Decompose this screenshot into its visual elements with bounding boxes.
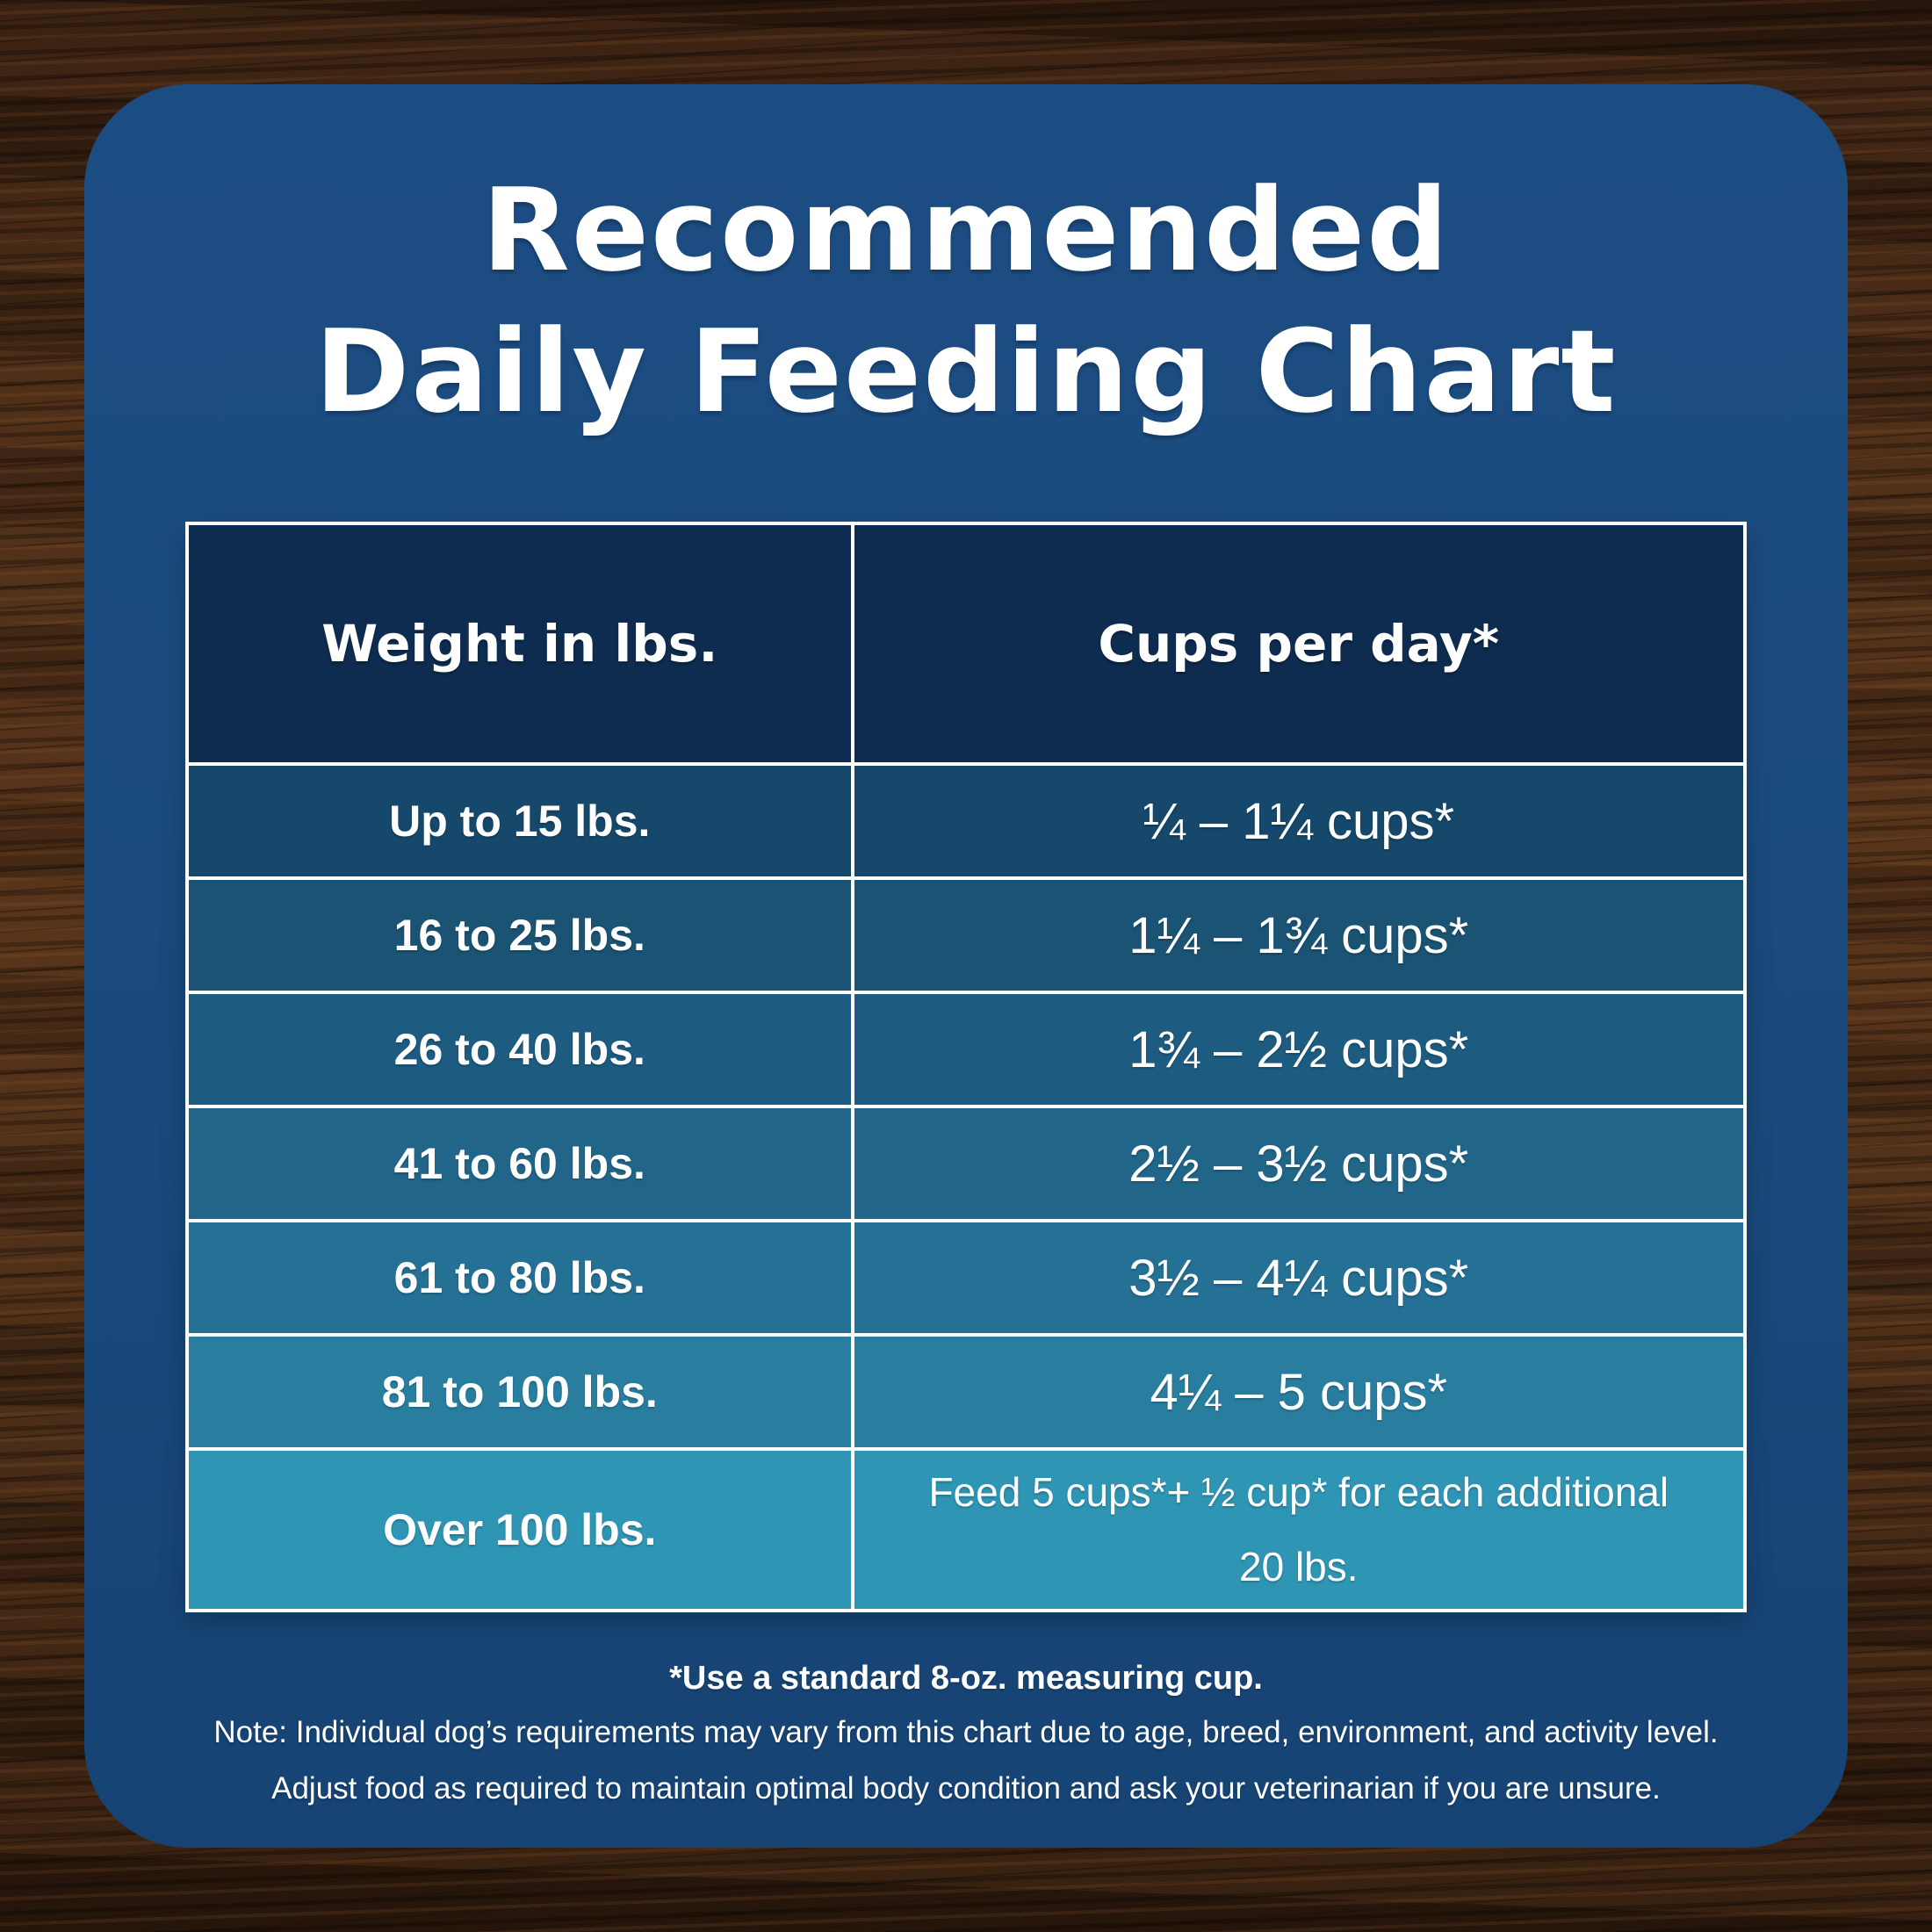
cups-cell: ¼ – 1¼ cups* — [1143, 792, 1455, 850]
header-cell-cups: Cups per day* — [1098, 614, 1500, 674]
footnotes: *Use a standard 8-oz. measuring cup. Not… — [84, 1660, 1848, 1809]
weight-cell: 61 to 80 lbs. — [189, 1222, 854, 1334]
cups-cell: 2½ – 3½ cups* — [1128, 1135, 1469, 1193]
feeding-table: Weight in lbs. Cups per day* Up to 15 lb… — [185, 522, 1747, 1613]
measuring-cup-footnote: *Use a standard 8-oz. measuring cup. — [669, 1660, 1263, 1698]
table-row: Up to 15 lbs. ¼ – 1¼ cups* — [189, 762, 1743, 877]
page-title: Recommended Daily Feeding Chart — [84, 84, 1848, 443]
cups-cell: 1¾ – 2½ cups* — [1128, 1020, 1469, 1078]
weight-cell: 81 to 100 lbs. — [189, 1337, 854, 1448]
table-row: Over 100 lbs. Feed 5 cups*+ ½ cup* for e… — [189, 1447, 1743, 1610]
page-title-line-1: Recommended — [481, 163, 1451, 297]
table-row: 26 to 40 lbs. 1¾ – 2½ cups* — [189, 991, 1743, 1106]
cups-cell-text: Feed 5 cups*+ ½ cup* for each additional… — [928, 1469, 1669, 1590]
table-header-row: Weight in lbs. Cups per day* — [189, 525, 1743, 763]
table-row: 16 to 25 lbs. 1¼ – 1¾ cups* — [189, 876, 1743, 991]
cups-cell: 4¼ – 5 cups* — [1150, 1363, 1448, 1421]
cups-cell: Feed 5 cups*+ ½ cup* for each additional… — [854, 1451, 1743, 1609]
weight-cell: Over 100 lbs. — [189, 1451, 854, 1610]
note-line-2: Adjust food as required to maintain opti… — [271, 1770, 1661, 1806]
cups-cell: 1¼ – 1¾ cups* — [1128, 906, 1469, 964]
weight-cell: Up to 15 lbs. — [189, 766, 854, 877]
weight-cell: 41 to 60 lbs. — [189, 1108, 854, 1220]
weight-cell: 16 to 25 lbs. — [189, 880, 854, 991]
weight-cell: 26 to 40 lbs. — [189, 994, 854, 1106]
feeding-chart-card: Recommended Daily Feeding Chart Weight in… — [84, 84, 1848, 1848]
note-line-1: Note: Individual dog’s requirements may … — [213, 1715, 1719, 1750]
header-cell-weight: Weight in lbs. — [189, 525, 854, 763]
table-row: 81 to 100 lbs. 4¼ – 5 cups* — [189, 1333, 1743, 1448]
cups-cell: 3½ – 4¼ cups* — [1128, 1249, 1469, 1307]
table-row: 41 to 60 lbs. 2½ – 3½ cups* — [189, 1105, 1743, 1220]
table-row: 61 to 80 lbs. 3½ – 4¼ cups* — [189, 1219, 1743, 1334]
page-title-line-2: Daily Feeding Chart — [314, 305, 1618, 439]
